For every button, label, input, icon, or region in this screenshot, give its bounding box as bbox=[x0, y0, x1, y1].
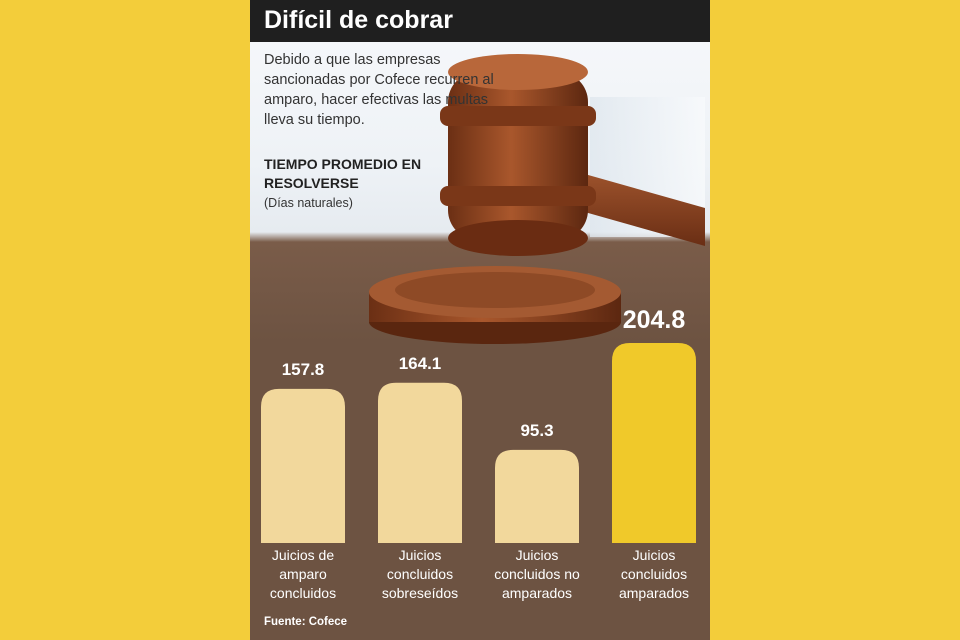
value-label-3: 95.3 bbox=[520, 420, 554, 440]
gavel-icon bbox=[369, 54, 705, 344]
bar-1 bbox=[261, 388, 345, 543]
infographic-panel: Difícil de cobrar Debido a que las empre… bbox=[250, 0, 710, 640]
bar-3 bbox=[495, 449, 579, 543]
category-label-2: Juicios concluidos sobreseídos bbox=[381, 547, 459, 601]
unit-label: (Días naturales) bbox=[264, 196, 353, 210]
value-label-4: 204.8 bbox=[622, 306, 686, 334]
category-label-1: Juicios de amparo concluidos bbox=[269, 547, 337, 601]
bar-chart bbox=[261, 343, 696, 543]
bar-4 bbox=[612, 343, 696, 543]
source-note: Fuente: Cofece bbox=[264, 616, 348, 628]
chart-subtitle: TIEMPO PROMEDIO EN RESOLVERSE bbox=[264, 156, 422, 191]
title-bar: Difícil de cobrar bbox=[250, 0, 710, 42]
bar-2 bbox=[378, 382, 462, 543]
value-label-2: 164.1 bbox=[398, 353, 442, 373]
page-title: Difícil de cobrar bbox=[264, 6, 453, 34]
category-label-4: Juicios concluidos amparados bbox=[618, 547, 690, 601]
value-label-1: 157.8 bbox=[281, 359, 325, 379]
category-label-3: Juicios concluidos no amparados bbox=[494, 547, 580, 601]
intro-text: Debido a que las empresas sancionadas po… bbox=[264, 52, 494, 128]
